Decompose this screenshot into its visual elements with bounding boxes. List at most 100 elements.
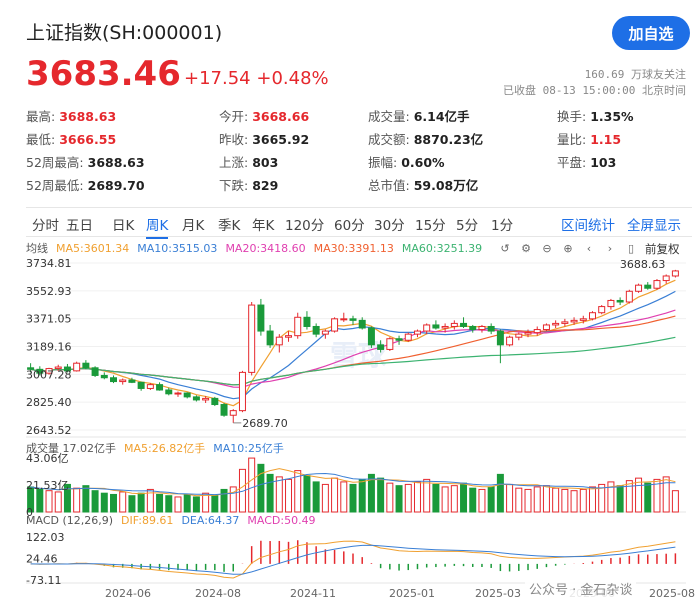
prev-icon[interactable]: ‹ [586,241,592,255]
volume-bar [229,486,237,513]
candle-body [165,389,173,395]
candle-body [321,330,329,335]
candle-body [119,379,127,383]
volume-bar [82,485,90,513]
tab-12[interactable]: 1分 [491,218,514,234]
candle-body [635,284,643,292]
ma60-line [30,336,676,386]
volume-bar [36,488,44,513]
legend-item: MA10:25亿手 [213,442,284,455]
tab-8[interactable]: 60分 [334,218,365,234]
candle-body [367,327,375,346]
settings-icon[interactable]: ⚙ [521,241,531,255]
price-axis-label: 3007.28 [26,368,72,381]
price-axis-label: 3189.16 [26,341,72,354]
candle-body [340,318,348,321]
volume-bar [45,490,53,513]
candle-body [671,270,679,277]
adjust-selector[interactable]: 前复权 [645,242,680,256]
candle-body [377,344,385,350]
volume-bar [644,482,652,513]
volume-bar [349,483,357,513]
tab-3[interactable]: 周K [146,214,169,239]
stat-value: 803 [252,155,279,170]
stat-label: 上涨: [219,155,249,170]
wechat-watermark: 公众号 · 金石杂谈 [525,577,637,600]
legend-item: MA30:3391.13 [313,242,394,255]
x-axis-label: 2025-08 [649,587,695,600]
price-axis-label: 3734.81 [26,257,72,270]
candle-body [386,338,394,350]
candle-body [570,319,578,323]
volume-bar [340,481,348,513]
tab-9[interactable]: 30分 [374,218,405,234]
macd-legend: MACD (12,26,9) DIF:89.61 DEA:64.37 MACD:50.… [26,514,324,527]
volume-bar [110,493,118,513]
tab-4[interactable]: 月K [182,218,205,234]
legend-item: MA10:3515.03 [137,242,218,255]
candle-body [432,324,440,329]
tab-10[interactable]: 15分 [415,218,446,234]
add-to-watchlist-button[interactable]: 加自选 [612,16,690,50]
volume-bar [487,486,495,513]
legend-item: 成交量 17.02亿手 [26,442,116,455]
candle-body [552,322,560,326]
volume-bar [321,483,329,513]
volume-bar [395,485,403,513]
candle-body [36,368,44,374]
candle-body [202,397,210,401]
interval-stats-link[interactable]: 区间统计 [561,218,615,234]
zoom-out-icon[interactable]: ⊖ [542,241,552,255]
ma-legend: 均线 MA5:3601.34 MA10:3515.03 MA20:3418.60 MA3… [26,240,490,256]
candle-body [63,366,71,372]
tab-5[interactable]: 季K [218,218,241,234]
macd-axis-label: -73.11 [26,574,61,587]
stat-label: 总市值: [368,178,410,193]
volume-bar [506,483,514,513]
tab-1[interactable]: 五日 [66,218,93,234]
candle-body [441,325,449,329]
stat-value: 3688.63 [59,109,117,124]
tab-6[interactable]: 年K [252,218,275,234]
stat-label: 52周最低: [26,178,84,193]
high-annotation: 3688.63 [620,258,666,271]
volume-bar [165,495,173,513]
stat-col1-0: 最高: 3688.63 [26,106,116,125]
tab-7[interactable]: 120分 [285,218,325,234]
candle-body [413,330,421,335]
candle-body [238,371,246,412]
tab-2[interactable]: 日K [112,218,135,234]
volume-bar [404,483,412,513]
zoom-in-icon[interactable]: ⊕ [563,241,573,255]
stat-col1-3: 52周最低: 2689.70 [26,175,145,194]
volume-bar [266,473,274,513]
stat-col2-1: 昨收: 3665.92 [219,129,309,148]
restore-icon[interactable]: ▯ [627,241,635,255]
stat-value: 1.35% [590,109,634,124]
candle-body [662,275,670,282]
volume-bar [202,492,210,513]
stat-value: 1.15 [590,132,622,147]
candle-body [146,384,154,389]
price-change: +17.54 +0.48% [184,68,329,89]
tab-0[interactable]: 分时 [32,218,59,234]
undo-icon[interactable]: ↺ [500,241,510,255]
volume-bar [635,477,643,513]
candle-body [91,367,99,376]
next-icon[interactable]: › [607,241,613,255]
candle-body [248,304,256,373]
tab-11[interactable]: 5分 [456,218,479,234]
candle-body [561,321,569,324]
macd-axis-label: 24.46 [26,553,58,566]
candle-body [515,333,523,338]
volume-bar [211,495,219,513]
volume-bar [588,486,596,513]
stat-label: 下跌: [219,178,249,193]
candle-body [156,384,164,391]
candle-body [506,336,514,346]
legend-item: MA5:3601.34 [56,242,130,255]
fullscreen-link[interactable]: 全屏显示 [627,218,681,234]
stat-col3-2: 振幅: 0.60% [368,152,445,171]
candle-body [588,312,596,320]
